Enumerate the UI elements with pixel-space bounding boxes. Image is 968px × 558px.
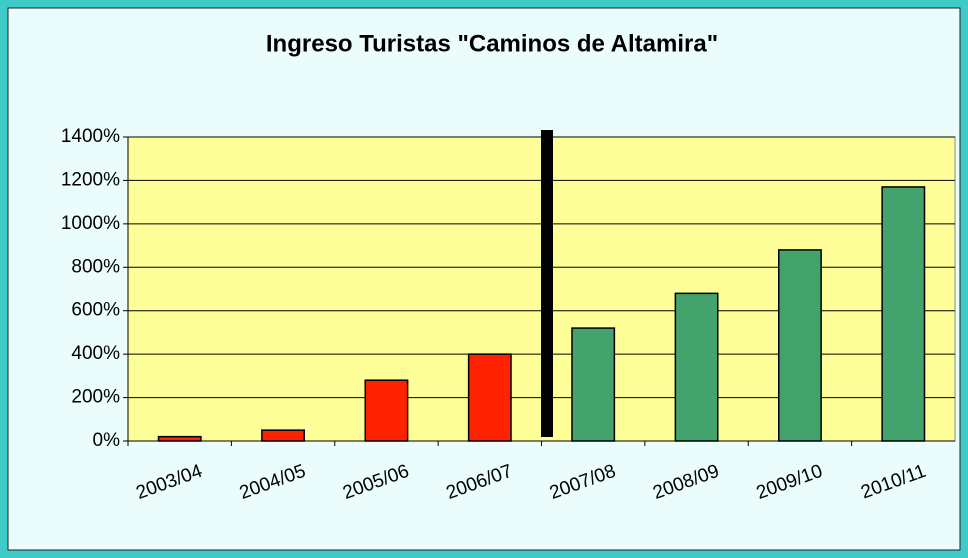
y-tick-label: 0%	[93, 430, 121, 451]
y-tick-label: 200%	[71, 387, 120, 408]
y-tick-label: 1000%	[61, 213, 120, 234]
y-tick-label: 800%	[71, 256, 120, 277]
bar	[467, 353, 512, 442]
divider	[541, 130, 553, 437]
plot: 0%200%400%600%800%1000%1200%1400%2003/04…	[61, 126, 955, 504]
bar	[157, 435, 202, 442]
bar	[674, 292, 719, 442]
bar	[261, 429, 306, 442]
bar	[571, 327, 616, 442]
y-tick-label: 1200%	[61, 169, 120, 190]
y-tick-label: 1400%	[61, 126, 120, 147]
bar	[364, 379, 409, 442]
y-tick-label: 600%	[71, 300, 120, 321]
y-tick-label: 400%	[71, 343, 120, 364]
bar	[777, 249, 822, 442]
bar	[881, 186, 926, 442]
chart-title: Ingreso Turistas "Caminos de Altamira"	[266, 30, 718, 57]
